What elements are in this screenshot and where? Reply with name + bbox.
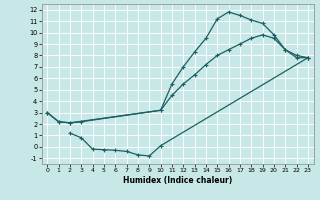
X-axis label: Humidex (Indice chaleur): Humidex (Indice chaleur)	[123, 176, 232, 185]
